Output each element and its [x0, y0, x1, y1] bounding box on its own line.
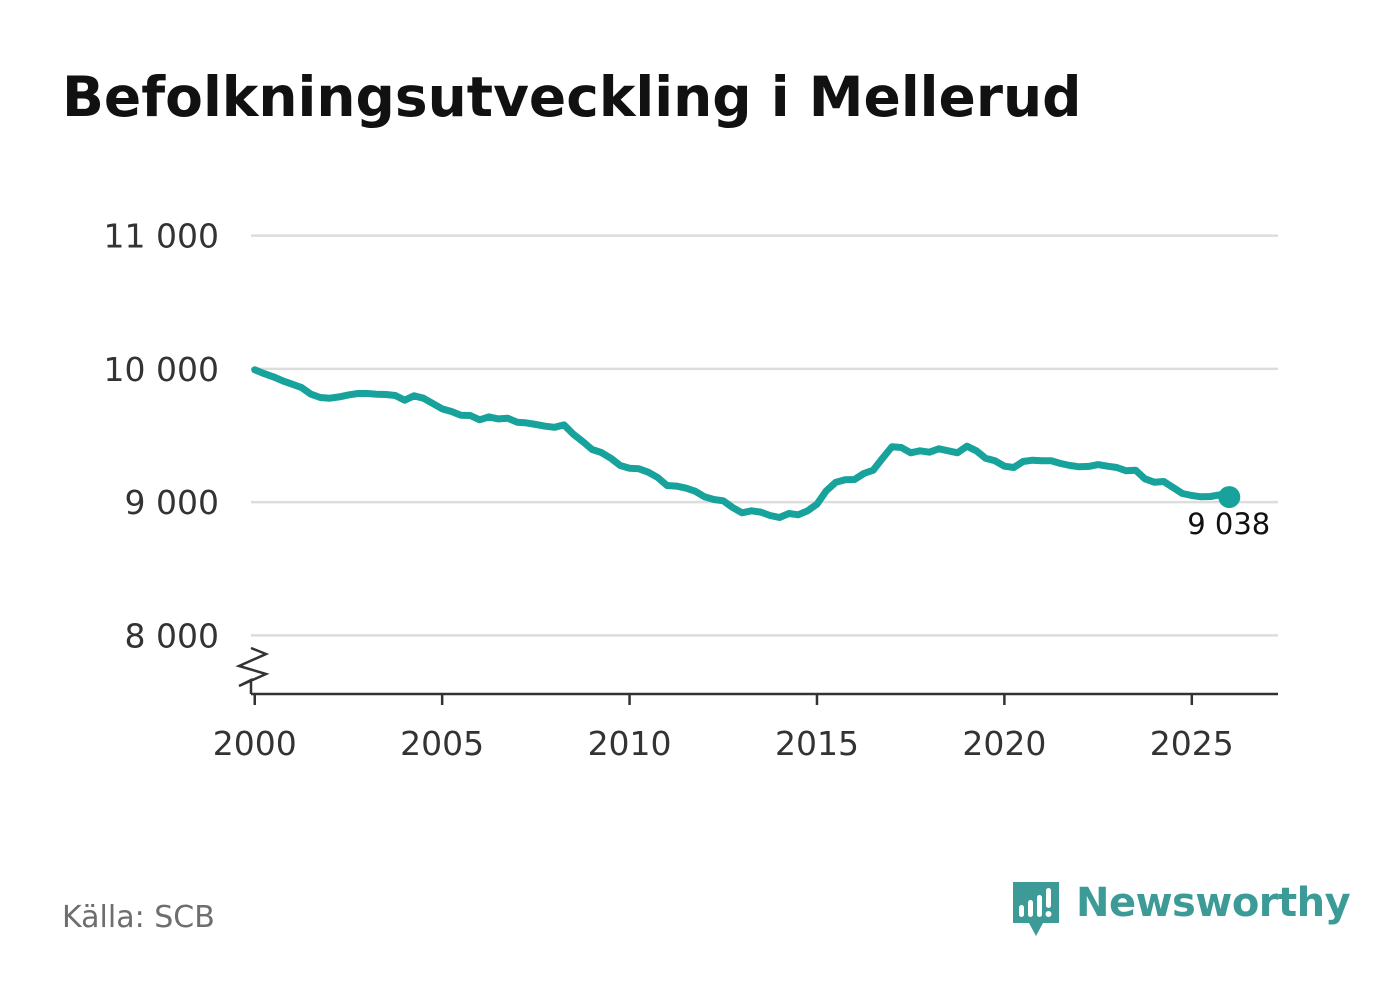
y-tick-label: 8 000: [125, 616, 219, 655]
grid-lines: [251, 234, 1278, 637]
x-axis-ticks: 2000 2005 2010 2015 2020 2025: [213, 694, 1234, 763]
brand-name: Newsworthy: [1076, 880, 1351, 926]
axis-break-icon: [235, 646, 270, 694]
x-axis: [235, 646, 1278, 696]
x-tick-label: 2025: [1150, 724, 1234, 763]
source-note: Källa: SCB: [62, 900, 215, 935]
x-tick-label: 2020: [962, 724, 1046, 763]
y-axis-ticks: 8 000 9 000 10 000 11 000: [104, 217, 219, 656]
y-tick-label: 11 000: [104, 217, 219, 256]
y-tick-label: 9 000: [125, 483, 219, 522]
population-line: [251, 366, 1233, 521]
end-point: [1218, 486, 1241, 509]
newsworthy-logo-icon: [1013, 882, 1059, 936]
x-tick-label: 2015: [775, 724, 859, 763]
y-tick-label: 10 000: [104, 350, 219, 389]
x-tick-label: 2005: [400, 724, 484, 763]
brand-logo: Newsworthy: [1010, 878, 1351, 940]
end-value-label: 9 038: [1187, 507, 1270, 541]
chart-title: Befolkningsutveckling i Mellerud: [62, 65, 1082, 129]
x-tick-label: 2010: [588, 724, 672, 763]
x-tick-label: 2000: [213, 724, 297, 763]
